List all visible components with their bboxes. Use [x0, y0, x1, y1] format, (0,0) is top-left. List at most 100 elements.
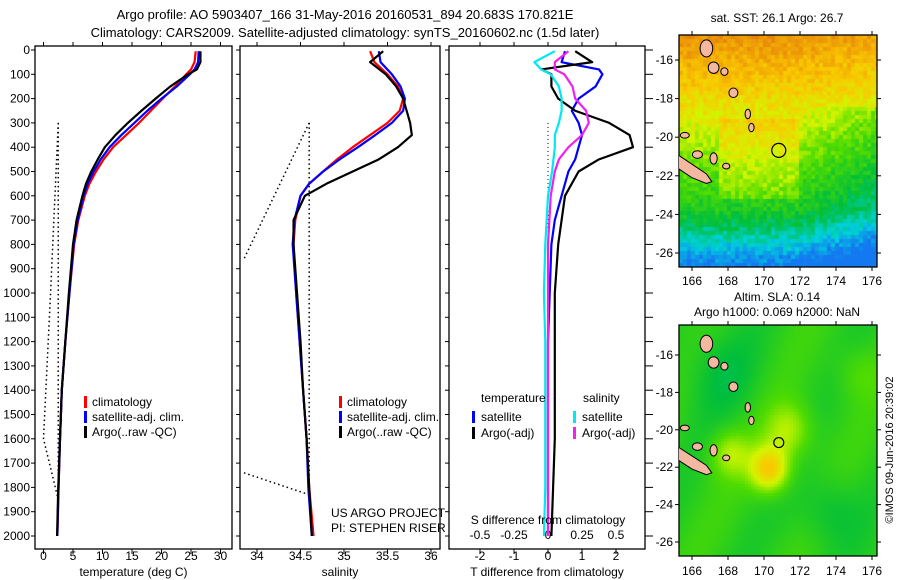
island	[744, 402, 751, 413]
depth-tick-label: 1100	[4, 310, 30, 324]
legend-label: satellite-adj. clim.	[92, 410, 184, 424]
island	[722, 162, 731, 170]
lat-tick-label: -16	[656, 348, 674, 362]
x-tick-label: 15	[125, 549, 139, 563]
island	[707, 61, 720, 74]
lat-tick-label: -22	[656, 169, 674, 183]
lon-tick-label: 170	[754, 564, 774, 578]
salinity-plot-frame	[239, 45, 441, 550]
sla-map: 166 168 170 172 174 176 -16 -18 -20 -22 -24 -26	[656, 321, 882, 578]
legend-swatch	[84, 426, 87, 438]
x-tick-label: 20	[155, 549, 169, 563]
lat-tick-label: -20	[656, 130, 674, 144]
legend-swatch	[573, 411, 576, 423]
legend-swatch	[472, 427, 475, 439]
island	[709, 152, 718, 165]
legend-label: satellite	[582, 410, 623, 424]
depth-tick-label: 0	[23, 43, 30, 57]
legend-label: satellite-adj. clim.	[347, 410, 439, 424]
series-satellite-line	[533, 50, 563, 537]
s-tick-label: 0.5	[608, 528, 625, 542]
argo-float-location-marker	[773, 436, 785, 449]
lat-tick-label: -24	[656, 498, 674, 512]
lat-tick-label: -18	[656, 92, 674, 106]
island	[679, 131, 690, 139]
depth-tick-label: 1200	[3, 335, 30, 349]
island	[691, 442, 703, 451]
x-tick-label: 35	[337, 549, 351, 563]
island	[728, 381, 739, 393]
depth-tick-label: 1000	[3, 286, 30, 300]
s-diff-axis-label: S difference from climatology	[471, 513, 626, 527]
lon-tick-label: 172	[790, 564, 810, 578]
island	[709, 444, 718, 457]
legend-header-temperature: temperature	[481, 391, 546, 405]
lon-tick-label: 168	[718, 274, 738, 288]
depth-tick-label: 1400	[3, 383, 30, 397]
depth-tick-label: 600	[10, 189, 30, 203]
depth-tick-label: 900	[10, 262, 30, 276]
figure-title: Argo profile: AO 5903407_166 31-May-2016…	[117, 7, 574, 22]
legend-label: climatology	[347, 395, 407, 409]
island	[728, 87, 739, 99]
new-caledonia-land	[679, 446, 713, 476]
series-argo-adj--line	[546, 50, 590, 536]
x-tick-label: 34.5	[289, 549, 313, 563]
legend-swatch	[472, 411, 475, 423]
x-tick-label: 5	[70, 549, 77, 563]
sst-map-title: sat. SST: 26.1 Argo: 26.7	[711, 11, 844, 25]
lon-tick-label: 172	[790, 274, 810, 288]
depth-tick-label: 800	[10, 237, 30, 251]
x-tick-label: 0	[545, 549, 552, 563]
sla-map-title: Altim. SLA: 0.14	[734, 290, 820, 304]
legend-swatch	[84, 411, 87, 423]
land-layer	[679, 39, 755, 185]
series-argo-raw-qc--line	[292, 50, 413, 537]
island	[679, 424, 690, 432]
depth-tick-label: 500	[10, 165, 30, 179]
series-argo-raw-qc--line	[55, 51, 202, 537]
panel-salinity: 34 34.5 35 35.5 36 salinity climatologysatelli…	[236, 42, 441, 579]
lon-tick-label: 166	[682, 564, 702, 578]
island	[744, 108, 751, 120]
lon-tick-label: 176	[862, 564, 882, 578]
island	[748, 122, 755, 133]
legend-swatch	[339, 426, 342, 438]
temperature-axis-label: temperature (deg C)	[79, 565, 187, 579]
sla-map-subtitle: Argo h1000: 0.069 h2000: NaN	[694, 305, 860, 319]
argo-float-location-marker	[771, 142, 787, 158]
new-caledonia-land	[679, 154, 713, 185]
lat-tick-label: -18	[656, 385, 674, 399]
lon-tick-label: 174	[826, 274, 846, 288]
lon-tick-label: 168	[718, 564, 738, 578]
depth-tick-label: 100	[10, 67, 30, 81]
island	[699, 334, 714, 353]
depth-tick-label: 400	[10, 140, 30, 154]
depth-tick-label: 1800	[3, 480, 30, 494]
x-tick-label: 35.5	[376, 549, 400, 563]
depth-tick-label: 1700	[3, 456, 30, 470]
salinity-axis-label: salinity	[322, 565, 359, 579]
sst-map: 166 168 170 172 174 176 -16 -18 -20 -22 -24 -26	[656, 31, 882, 288]
legend-header-salinity: salinity	[583, 391, 620, 405]
legend-swatch	[339, 411, 342, 423]
s-tick-label: -0.25	[500, 528, 528, 542]
map-frame	[678, 34, 878, 268]
lat-tick-label: -26	[656, 535, 674, 549]
island	[720, 67, 729, 76]
map-frame	[678, 324, 878, 557]
series-argo-adj--line	[540, 50, 635, 537]
panel-temperature: 0 5 10 15 20 25 30 temperature (deg C) 0 100 200 30…	[3, 42, 233, 579]
legend-label: climatology	[92, 395, 152, 409]
lon-tick-label: 174	[826, 564, 846, 578]
x-tick-label: 1	[579, 549, 586, 563]
figure-subtitle: Climatology: CARS2009. Satellite-adjuste…	[91, 25, 600, 40]
legend-swatch	[84, 396, 87, 408]
legend-label: Argo(-adj)	[481, 426, 534, 440]
x-tick-label: 25	[184, 549, 198, 563]
legend-label: Argo(..raw -QC)	[347, 425, 432, 439]
lon-tick-label: 170	[754, 274, 774, 288]
lat-tick-label: -26	[656, 246, 674, 260]
